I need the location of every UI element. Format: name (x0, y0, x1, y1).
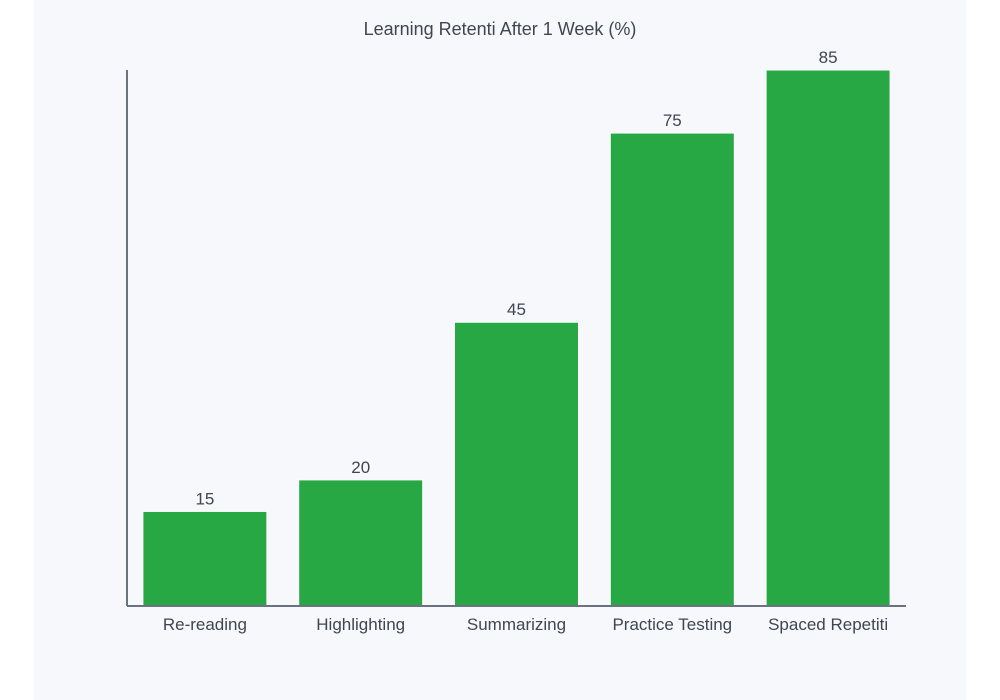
x-tick-label: Summarizing (467, 615, 566, 634)
bar-summarizing (454, 321, 579, 607)
x-tick-label: Spaced Repetiti (768, 615, 888, 634)
value-label: 85 (819, 48, 838, 67)
bar-highlighting (298, 479, 424, 607)
bar-spaced-repetiti (765, 69, 891, 607)
value-label: 45 (507, 300, 526, 319)
bar-practice-testing (609, 132, 735, 607)
x-tick-label: Re-reading (163, 615, 247, 634)
x-tick-label: Practice Testing (612, 615, 732, 634)
value-label: 20 (351, 458, 370, 477)
chart-title: Learning Retenti After 1 Week (%) (364, 19, 637, 39)
x-tick-label: Highlighting (316, 615, 405, 634)
bar-re-reading (142, 510, 268, 607)
x-tick-labels-layer: Re-reading Highlighting Summarizing Practic… (163, 615, 888, 634)
value-label: 15 (195, 489, 214, 508)
value-label: 75 (663, 111, 682, 130)
value-labels-layer: 15 20 45 75 85 (195, 48, 837, 508)
bars-layer (142, 69, 891, 607)
